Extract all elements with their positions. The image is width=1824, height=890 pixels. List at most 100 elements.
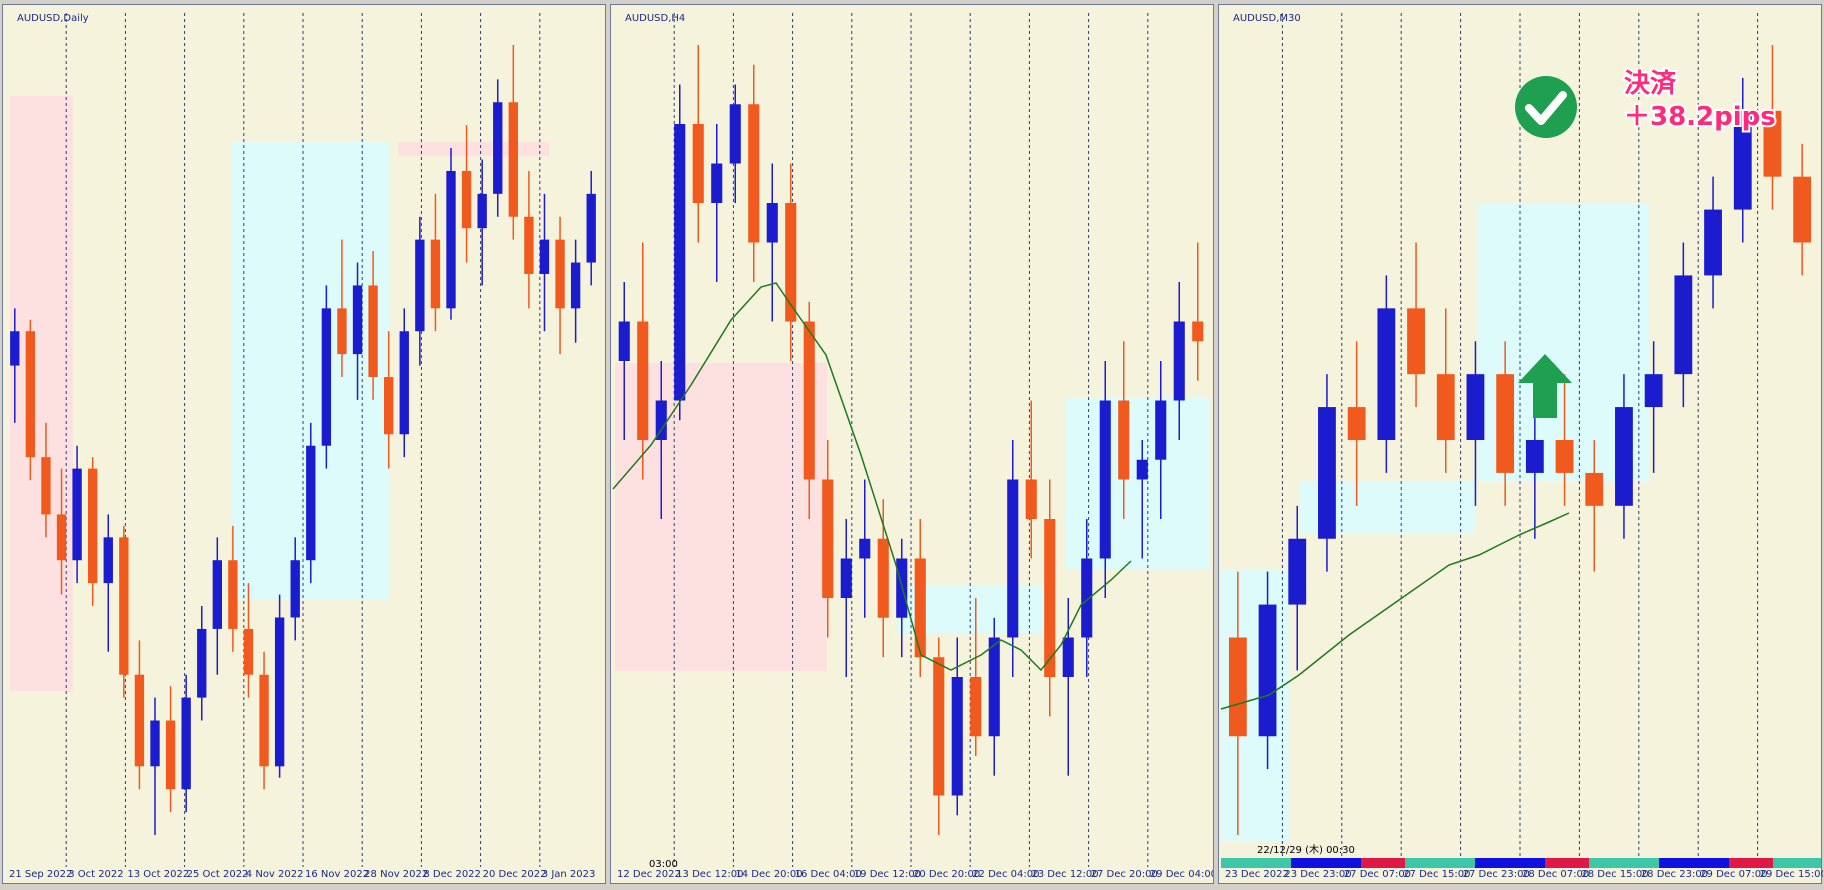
x-tick-label: 29 Dec 15:00 — [1760, 869, 1823, 880]
x-tick-label: 20 Dec 2022 — [483, 869, 547, 880]
buy-zone — [1066, 398, 1209, 569]
candle-body — [181, 697, 191, 790]
candle-body — [1733, 110, 1752, 210]
candle-body — [1585, 472, 1604, 506]
candle-body — [1099, 400, 1111, 559]
candle-body — [1007, 479, 1019, 638]
candles — [10, 45, 596, 835]
chart-panel-h4[interactable]: AUDUSD,H4 03:00 12 Dec 2022 13 Dec 12:00 1… — [610, 4, 1214, 884]
x-tick-label: 29 Dec 07:00 — [1700, 869, 1767, 880]
candle-body — [1793, 176, 1812, 243]
candle-body — [1136, 459, 1148, 480]
candle-body — [1192, 321, 1204, 342]
candle-body — [859, 538, 871, 559]
candle-body — [1258, 604, 1277, 737]
x-tick-label: 3 Jan 2023 — [542, 869, 596, 880]
candle-body — [785, 203, 797, 322]
candle-body — [290, 560, 300, 618]
candle-body — [655, 400, 667, 440]
candle-body — [1466, 374, 1485, 440]
candle-body — [1288, 538, 1307, 605]
chart-panel-daily[interactable]: AUDUSD,Daily 21 Sep 2022 3 Oct 2022 13 Oct… — [2, 4, 606, 884]
candle-body — [729, 104, 741, 164]
candle-body — [618, 321, 630, 361]
x-tick-label: 27 Dec 07:00 — [1344, 869, 1411, 880]
x-tick-label: 27 Dec 23:00 — [1463, 869, 1530, 880]
candle-body — [259, 674, 269, 767]
candle-body — [637, 321, 649, 440]
candle-body — [119, 537, 129, 675]
candle-body — [1644, 374, 1663, 408]
x-tick-label: 28 Nov 2022 — [364, 869, 428, 880]
candle-body — [477, 193, 487, 229]
candle-body — [524, 216, 534, 274]
sell-zone — [10, 96, 73, 691]
candle-body — [508, 102, 518, 217]
check-mark — [1525, 91, 1567, 125]
candle-body — [1377, 308, 1396, 440]
candle-body — [914, 558, 926, 658]
x-tick-label: 28 Dec 07:00 — [1522, 869, 1589, 880]
candle-body — [384, 377, 394, 435]
chart-title: AUDUSD,H4 — [625, 13, 685, 24]
candle-body — [570, 262, 581, 309]
candle-body — [228, 560, 238, 629]
x-tick-label: 8 Dec 2022 — [423, 869, 481, 880]
x-tick-label: 12 Dec 2022 — [617, 869, 681, 880]
x-tick-label: 14 Dec 20:00 — [735, 869, 802, 880]
candle-body — [1318, 407, 1336, 539]
candle-body — [1496, 374, 1515, 473]
candle-body — [803, 321, 815, 480]
x-tick-label: 13 Dec 12:00 — [676, 869, 743, 880]
candle-body — [970, 677, 982, 737]
sell-zone — [398, 142, 549, 156]
separators — [1281, 13, 1759, 867]
candle-body — [1763, 110, 1782, 177]
candle-body — [748, 104, 760, 243]
x-tick-label: 25 Oct 2022 — [187, 869, 249, 880]
candle-body — [840, 558, 852, 598]
x-tick-label: 16 Nov 2022 — [305, 869, 369, 880]
x-tick-label: 27 Dec 15:00 — [1403, 869, 1470, 880]
candle-body — [988, 637, 1000, 737]
candle-body — [674, 124, 686, 401]
candle-body — [1062, 637, 1074, 677]
candle-body — [88, 468, 98, 584]
x-tick-label: 29 Dec 04:00 — [1150, 869, 1213, 880]
x-tick-label: 21 Sep 2022 — [9, 869, 72, 880]
check-icon — [1515, 76, 1577, 138]
candle-body — [1044, 519, 1056, 677]
candle-body — [1228, 637, 1247, 737]
candle-body — [877, 538, 889, 618]
x-tick-label: 19 Dec 12:00 — [854, 869, 921, 880]
candle-body — [1704, 209, 1722, 276]
candle-body — [1615, 407, 1633, 506]
time-label: 03:00 — [649, 859, 678, 870]
candle-body — [539, 239, 550, 274]
x-tick-label: 20 Dec 20:00 — [913, 869, 980, 880]
candle-body — [56, 514, 67, 561]
chart-panel-m30[interactable]: 決済 ＋38.2pips AUDUSD,M30 22/12/29 (木) 00:… — [1218, 4, 1823, 884]
candle-body — [461, 170, 472, 229]
candle-body — [446, 170, 456, 309]
candle-body — [1674, 275, 1693, 375]
candle-body — [165, 720, 176, 790]
candle-body — [1407, 308, 1425, 375]
candle-body — [766, 203, 778, 243]
candles — [1228, 45, 1812, 835]
x-tick-label: 4 Nov 2022 — [246, 869, 304, 880]
candle-body — [150, 720, 160, 767]
candle-body — [822, 479, 834, 598]
candle-body — [368, 285, 378, 378]
candle-body — [1118, 400, 1130, 480]
candle-body — [586, 193, 596, 263]
candle-body — [337, 308, 347, 355]
candle-body — [321, 308, 332, 446]
candle-body — [399, 331, 409, 435]
